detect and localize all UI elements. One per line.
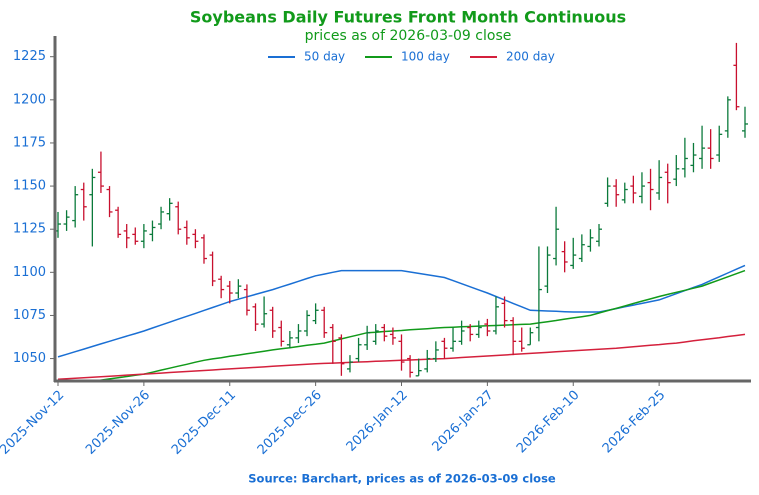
legend-label: 100 day <box>401 50 450 64</box>
moving-average-line <box>57 264 746 358</box>
y-tick-label: 1100 <box>13 265 46 280</box>
legend-label: 50 day <box>304 50 345 64</box>
y-tick-label: 1225 <box>13 49 46 64</box>
y-tick-label: 1175 <box>13 135 46 150</box>
chart-title: Soybeans Daily Futures Front Month Conti… <box>190 8 626 27</box>
chart-subtitle: prices as of 2026-03-09 close <box>305 28 512 44</box>
moving-average-line <box>89 269 746 381</box>
plot-area <box>55 42 748 381</box>
legend-label: 200 day <box>506 50 555 64</box>
y-tick-label: 1075 <box>13 308 46 323</box>
source-note: Source: Barchart, prices as of 2026-03-0… <box>248 472 556 486</box>
y-tick-label: 1125 <box>13 222 46 237</box>
y-tick-label: 1150 <box>13 179 46 194</box>
y-tick-label: 1200 <box>13 92 46 107</box>
y-tick-label: 1050 <box>13 351 46 366</box>
